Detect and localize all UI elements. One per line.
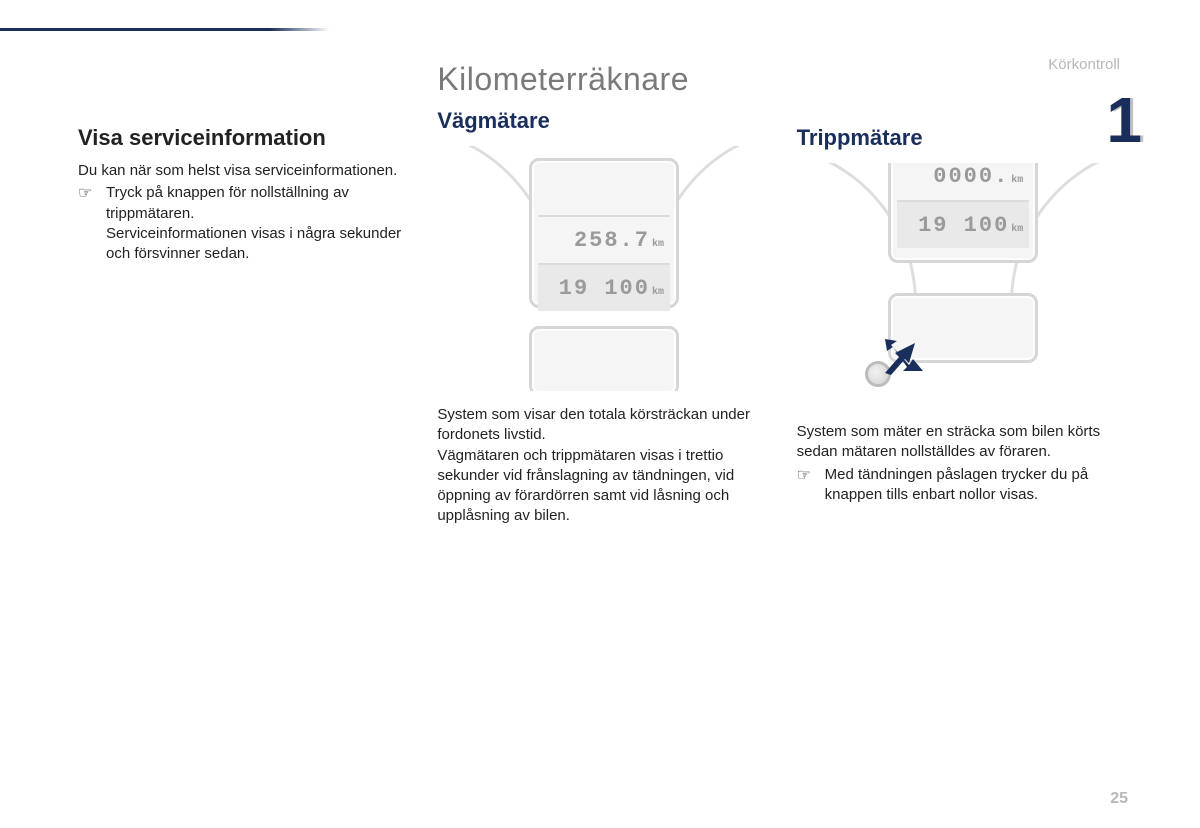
tripmeter-illustration: 0000.km 19 100km	[797, 163, 1130, 408]
tripmeter-heading: Trippmätare	[797, 125, 1130, 151]
odo-unit: km	[652, 287, 664, 298]
pointer-icon: ☞	[797, 465, 825, 506]
breadcrumb: Körkontroll	[1048, 56, 1120, 73]
tripmeter-para: System som mäter en sträcka som bilen kö…	[797, 422, 1130, 463]
lcd-main: 258.7km 19 100km	[529, 158, 679, 308]
tripmeter-bullet: ☞ Med tändningen påslagen trycker du på …	[797, 465, 1130, 506]
service-info-bullet: ☞ Tryck på knappen för nollställning av …	[78, 183, 411, 264]
tripmeter-bullet-text: Med tändningen påslagen trycker du på kn…	[825, 465, 1130, 506]
lcd-row-trip: 258.7km	[538, 215, 670, 263]
pointer-icon: ☞	[78, 183, 106, 264]
lcd-row-odo: 19 100km	[897, 200, 1029, 248]
service-info-bullet-text: Tryck på knappen för nollställning av tr…	[106, 183, 411, 264]
page-number: 25	[1110, 790, 1128, 808]
lcd-row-odo: 19 100km	[538, 263, 670, 311]
col-service-info: Visa serviceinformation Du kan när som h…	[78, 61, 411, 529]
service-info-intro: Du kan när som helst visa serviceinforma…	[78, 161, 411, 181]
service-info-heading: Visa serviceinformation	[78, 125, 411, 151]
trip-value: 0000.	[933, 164, 1009, 189]
odo-unit: km	[1011, 224, 1023, 235]
page-title: Kilometerräknare	[437, 61, 770, 98]
lcd-secondary	[529, 326, 679, 391]
col-odometer: Kilometerräknare Vägmätare 258.7km 19 10…	[437, 61, 770, 529]
lcd-row-blank	[538, 167, 670, 215]
col-tripmeter: Trippmätare 0000.km 19 100km Sys	[797, 61, 1130, 529]
trip-value: 258.7	[574, 228, 650, 253]
chapter-number: 1	[1106, 88, 1142, 152]
lcd-row-trip: 0000.km	[897, 163, 1029, 200]
trip-unit: km	[652, 239, 664, 250]
lcd-main: 0000.km 19 100km	[888, 163, 1038, 263]
odo-value: 19 100	[559, 276, 650, 301]
odometer-illustration: 258.7km 19 100km	[437, 146, 770, 391]
content-grid: Visa serviceinformation Du kan när som h…	[0, 31, 1200, 529]
odometer-heading: Vägmätare	[437, 108, 770, 134]
trip-unit: km	[1011, 175, 1023, 186]
odometer-para: System som visar den totala körsträckan …	[437, 405, 770, 527]
odo-value: 19 100	[918, 213, 1009, 238]
